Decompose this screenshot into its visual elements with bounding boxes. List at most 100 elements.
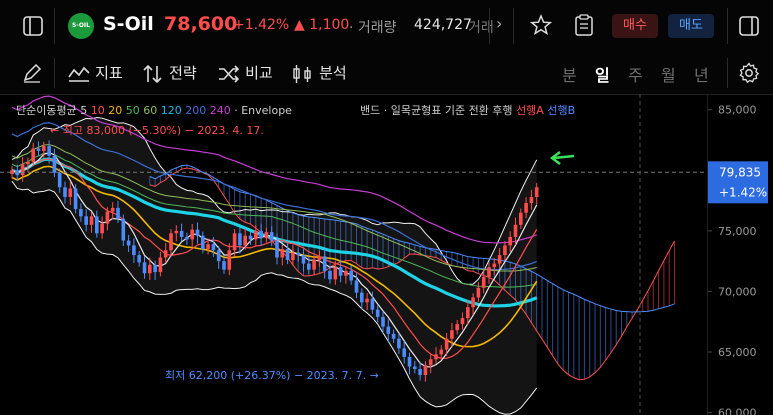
candle-body [238, 233, 242, 246]
candle-body [476, 287, 481, 298]
candle-body [307, 263, 311, 270]
legend-sma60: 60 [143, 104, 157, 117]
compare-button[interactable]: 비교 [218, 62, 273, 84]
candle-body [254, 230, 258, 240]
candle-body [20, 164, 25, 176]
sma20-line [11, 165, 538, 348]
span-a-line [149, 167, 675, 381]
band-lower-line [11, 180, 538, 415]
candle-body [10, 170, 14, 174]
candle-body [471, 297, 475, 308]
candle-body [291, 252, 295, 260]
candle-body [158, 257, 163, 273]
candle-body [365, 298, 369, 303]
high-annotation: ← 최고 83,000 (−5.30%) − 2023. 4. 17. [50, 124, 264, 137]
band-upper-line [11, 116, 538, 285]
current-price-box [708, 161, 768, 204]
candle-body [349, 270, 353, 281]
analysis-button[interactable]: 분석 [292, 62, 347, 84]
candle-body [370, 298, 375, 310]
period-week[interactable]: 주 [628, 66, 643, 85]
candle-body [317, 256, 322, 260]
candle-body [360, 292, 364, 303]
candle-body [375, 309, 380, 317]
chart-toolbar: 지표 전략 비교 분석 분 일 주 월 년 [0, 52, 773, 95]
candle-body [248, 235, 253, 240]
candle-body [386, 326, 391, 334]
candle-body [185, 236, 189, 240]
candle-body [428, 359, 433, 366]
candle-body [402, 348, 406, 357]
candle-body [519, 212, 523, 225]
top-header: S-OIL S-Oil 78,600 +1.42% ▲ 1,100 · 거래량 … [0, 0, 773, 53]
candle-body [148, 264, 152, 274]
candle-body [84, 216, 88, 225]
legend-sma20: 20 [108, 104, 122, 117]
candle-body [503, 245, 507, 256]
divider [727, 8, 728, 44]
sma200-line [11, 122, 537, 271]
chevron-right-icon[interactable]: › [496, 14, 503, 33]
candle-body [444, 338, 449, 350]
indicator-icon [68, 66, 90, 82]
indicator-button[interactable]: 지표 [68, 62, 123, 84]
candle-body [63, 187, 67, 197]
candle-body [534, 187, 539, 197]
candle-body [296, 252, 300, 256]
legend-bands: 밴드 [360, 104, 380, 117]
sma10-line [11, 158, 538, 359]
star-icon[interactable] [530, 14, 552, 36]
candle-body [57, 172, 62, 188]
legend-sma50: 50 [126, 104, 140, 117]
candle-body [466, 307, 470, 319]
period-minute[interactable]: 분 [562, 66, 577, 85]
candle-body [190, 229, 194, 240]
sort-arrows-icon [143, 64, 162, 83]
candle-body [322, 256, 327, 271]
candle-body [344, 270, 348, 276]
candle-body [524, 203, 528, 213]
candle-body [418, 368, 422, 376]
panel-toggle-icon[interactable] [738, 15, 760, 37]
sell-button[interactable]: 매도 [668, 14, 714, 38]
buy-button[interactable]: 매수 [612, 14, 658, 38]
divider [54, 58, 55, 88]
candle-body [95, 216, 99, 234]
settings-gear-icon[interactable] [738, 62, 760, 84]
candle-body [169, 233, 173, 251]
candle-body [79, 209, 83, 217]
candle-body [222, 261, 226, 270]
divider [727, 58, 728, 88]
volume-value: 424,727 [414, 17, 472, 33]
stock-name[interactable]: S-Oil [103, 13, 154, 35]
candle-body [333, 267, 338, 280]
candle-body [280, 249, 285, 258]
indicator-legend: 단순이동평균 5 10 20 50 60 120 200 240 · Envel… [16, 104, 292, 117]
candle-body [195, 229, 200, 236]
sidebar-toggle-icon[interactable] [22, 15, 44, 37]
candle-body [232, 233, 237, 251]
candle-body [312, 259, 316, 270]
sma5-line [11, 151, 538, 368]
strategy-button[interactable]: 전략 [142, 62, 197, 84]
pen-icon[interactable] [22, 63, 42, 83]
candle-body [73, 188, 78, 210]
candle-body [328, 270, 332, 280]
indicator-label: 지표 [95, 64, 123, 82]
shuffle-icon [219, 64, 240, 83]
period-year[interactable]: 년 [694, 66, 709, 85]
period-month[interactable]: 월 [661, 66, 676, 85]
candle-body [110, 207, 115, 212]
y-tick-label: 70,000 [718, 285, 757, 298]
legend-span-b: 선행B [547, 104, 575, 117]
period-day[interactable]: 일 [595, 66, 610, 85]
candle-body [142, 262, 147, 274]
stock-price: 78,600 [164, 13, 238, 35]
candles [10, 140, 539, 382]
candle-body [47, 146, 51, 156]
change-percent: +1.42% [233, 17, 290, 33]
candle-body [397, 338, 401, 349]
clipboard-icon[interactable] [574, 14, 594, 36]
y-tick-label: 85,000 [718, 104, 757, 117]
